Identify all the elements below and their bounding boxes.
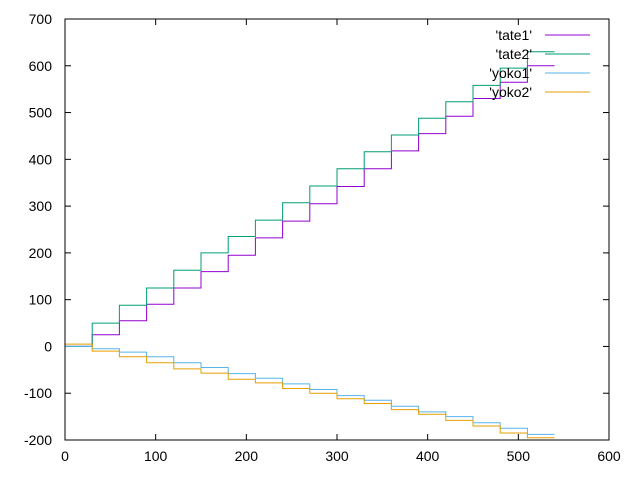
legend-label: 'yoko1' bbox=[489, 65, 532, 81]
ticks-layer: 0 100 200 300 400 500 600 -200 -100 0 100 200 300 400… bbox=[24, 11, 621, 464]
y-tick-label: -100 bbox=[24, 385, 52, 401]
y-tick-label: 200 bbox=[29, 245, 53, 261]
y-tick-label: 600 bbox=[29, 58, 53, 74]
x-tick-label: 500 bbox=[507, 448, 531, 464]
series-line-yoko1 bbox=[65, 345, 555, 435]
legend: 'tate1' 'tate2' 'yoko1' 'yoko2' bbox=[489, 27, 590, 100]
series-line-yoko2 bbox=[65, 343, 555, 439]
y-tick-label: -200 bbox=[24, 432, 52, 448]
x-tick-label: 0 bbox=[61, 448, 69, 464]
y-tick-label: 500 bbox=[29, 105, 53, 121]
x-tick-label: 100 bbox=[144, 448, 168, 464]
series-layer bbox=[65, 51, 555, 439]
x-tick-label: 200 bbox=[235, 448, 259, 464]
plot-frame bbox=[64, 18, 610, 441]
x-tick-label: 400 bbox=[416, 448, 440, 464]
x-tick-label: 600 bbox=[597, 448, 621, 464]
y-tick-label: 700 bbox=[29, 11, 53, 27]
legend-label: 'yoko2' bbox=[489, 84, 532, 100]
y-tick-label: 300 bbox=[29, 198, 53, 214]
legend-label: 'tate1' bbox=[496, 27, 532, 43]
series-line-tate2 bbox=[65, 51, 555, 347]
legend-label: 'tate2' bbox=[496, 46, 532, 62]
y-tick-label: 100 bbox=[29, 292, 53, 308]
y-tick-label: 400 bbox=[29, 151, 53, 167]
y-tick-label: 0 bbox=[44, 338, 52, 354]
x-tick-label: 300 bbox=[325, 448, 349, 464]
series-line-tate1 bbox=[65, 65, 555, 347]
